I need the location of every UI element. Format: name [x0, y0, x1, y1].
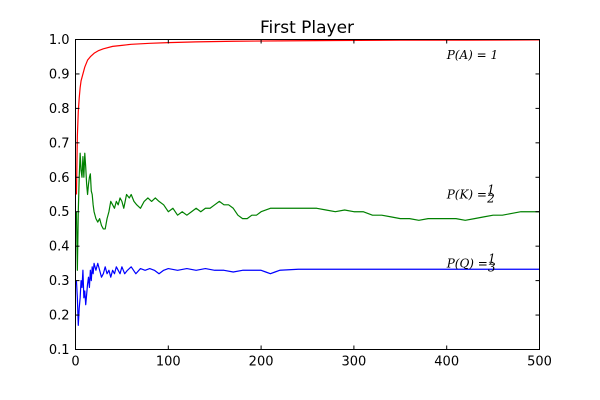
annotation-text: P(Q) = [446, 256, 488, 270]
y-tick-label: 0.8 [49, 102, 70, 117]
series-line-0 [75, 39, 540, 195]
x-tick-label: 200 [249, 355, 274, 370]
annotation-numerator: 1 [487, 183, 495, 197]
series-line-2 [75, 262, 540, 326]
x-tick-label: 400 [434, 355, 459, 370]
plot-background [75, 39, 540, 350]
annotation-numerator: 1 [488, 251, 496, 265]
y-tick-label: 0.9 [49, 67, 70, 82]
x-tick-label: 500 [527, 355, 552, 370]
annotation-layer: P(A) = 1P(K) = 12P(Q) = 13 [446, 48, 498, 274]
x-tick-label: 100 [156, 355, 181, 370]
annotation-text: P(A) = 1 [446, 48, 498, 62]
y-tick-label: 0.6 [49, 171, 70, 186]
y-tick-label: 0.3 [49, 274, 70, 289]
series-layer [75, 39, 540, 326]
annotation-1: P(K) = 12 [446, 183, 495, 206]
y-tick-label: 0.4 [49, 240, 70, 255]
series-line-1 [75, 152, 540, 271]
annotation-2: P(Q) = 13 [446, 251, 496, 274]
x-tick-label: 300 [341, 355, 366, 370]
annotation-text: P(K) = [446, 188, 487, 202]
y-tick-label: 0.7 [49, 136, 70, 151]
y-tick-label: 0.1 [49, 343, 70, 358]
annotation-denominator: 3 [488, 260, 496, 274]
plot-frame [75, 39, 540, 350]
annotation-denominator: 2 [486, 192, 495, 206]
tick-layer: 0 100 200 300 400 500 0.1 0.2 0.3 0.4 0.5 0.6 0.7 0.8… [49, 33, 552, 370]
chart-title: First Player [260, 18, 354, 38]
y-tick-label: 0.2 [49, 309, 70, 324]
annotation-0: P(A) = 1 [446, 48, 498, 62]
y-tick-label: 0.5 [49, 205, 70, 220]
y-tick-label: 1.0 [49, 33, 70, 48]
x-tick-label: 0 [71, 355, 79, 370]
